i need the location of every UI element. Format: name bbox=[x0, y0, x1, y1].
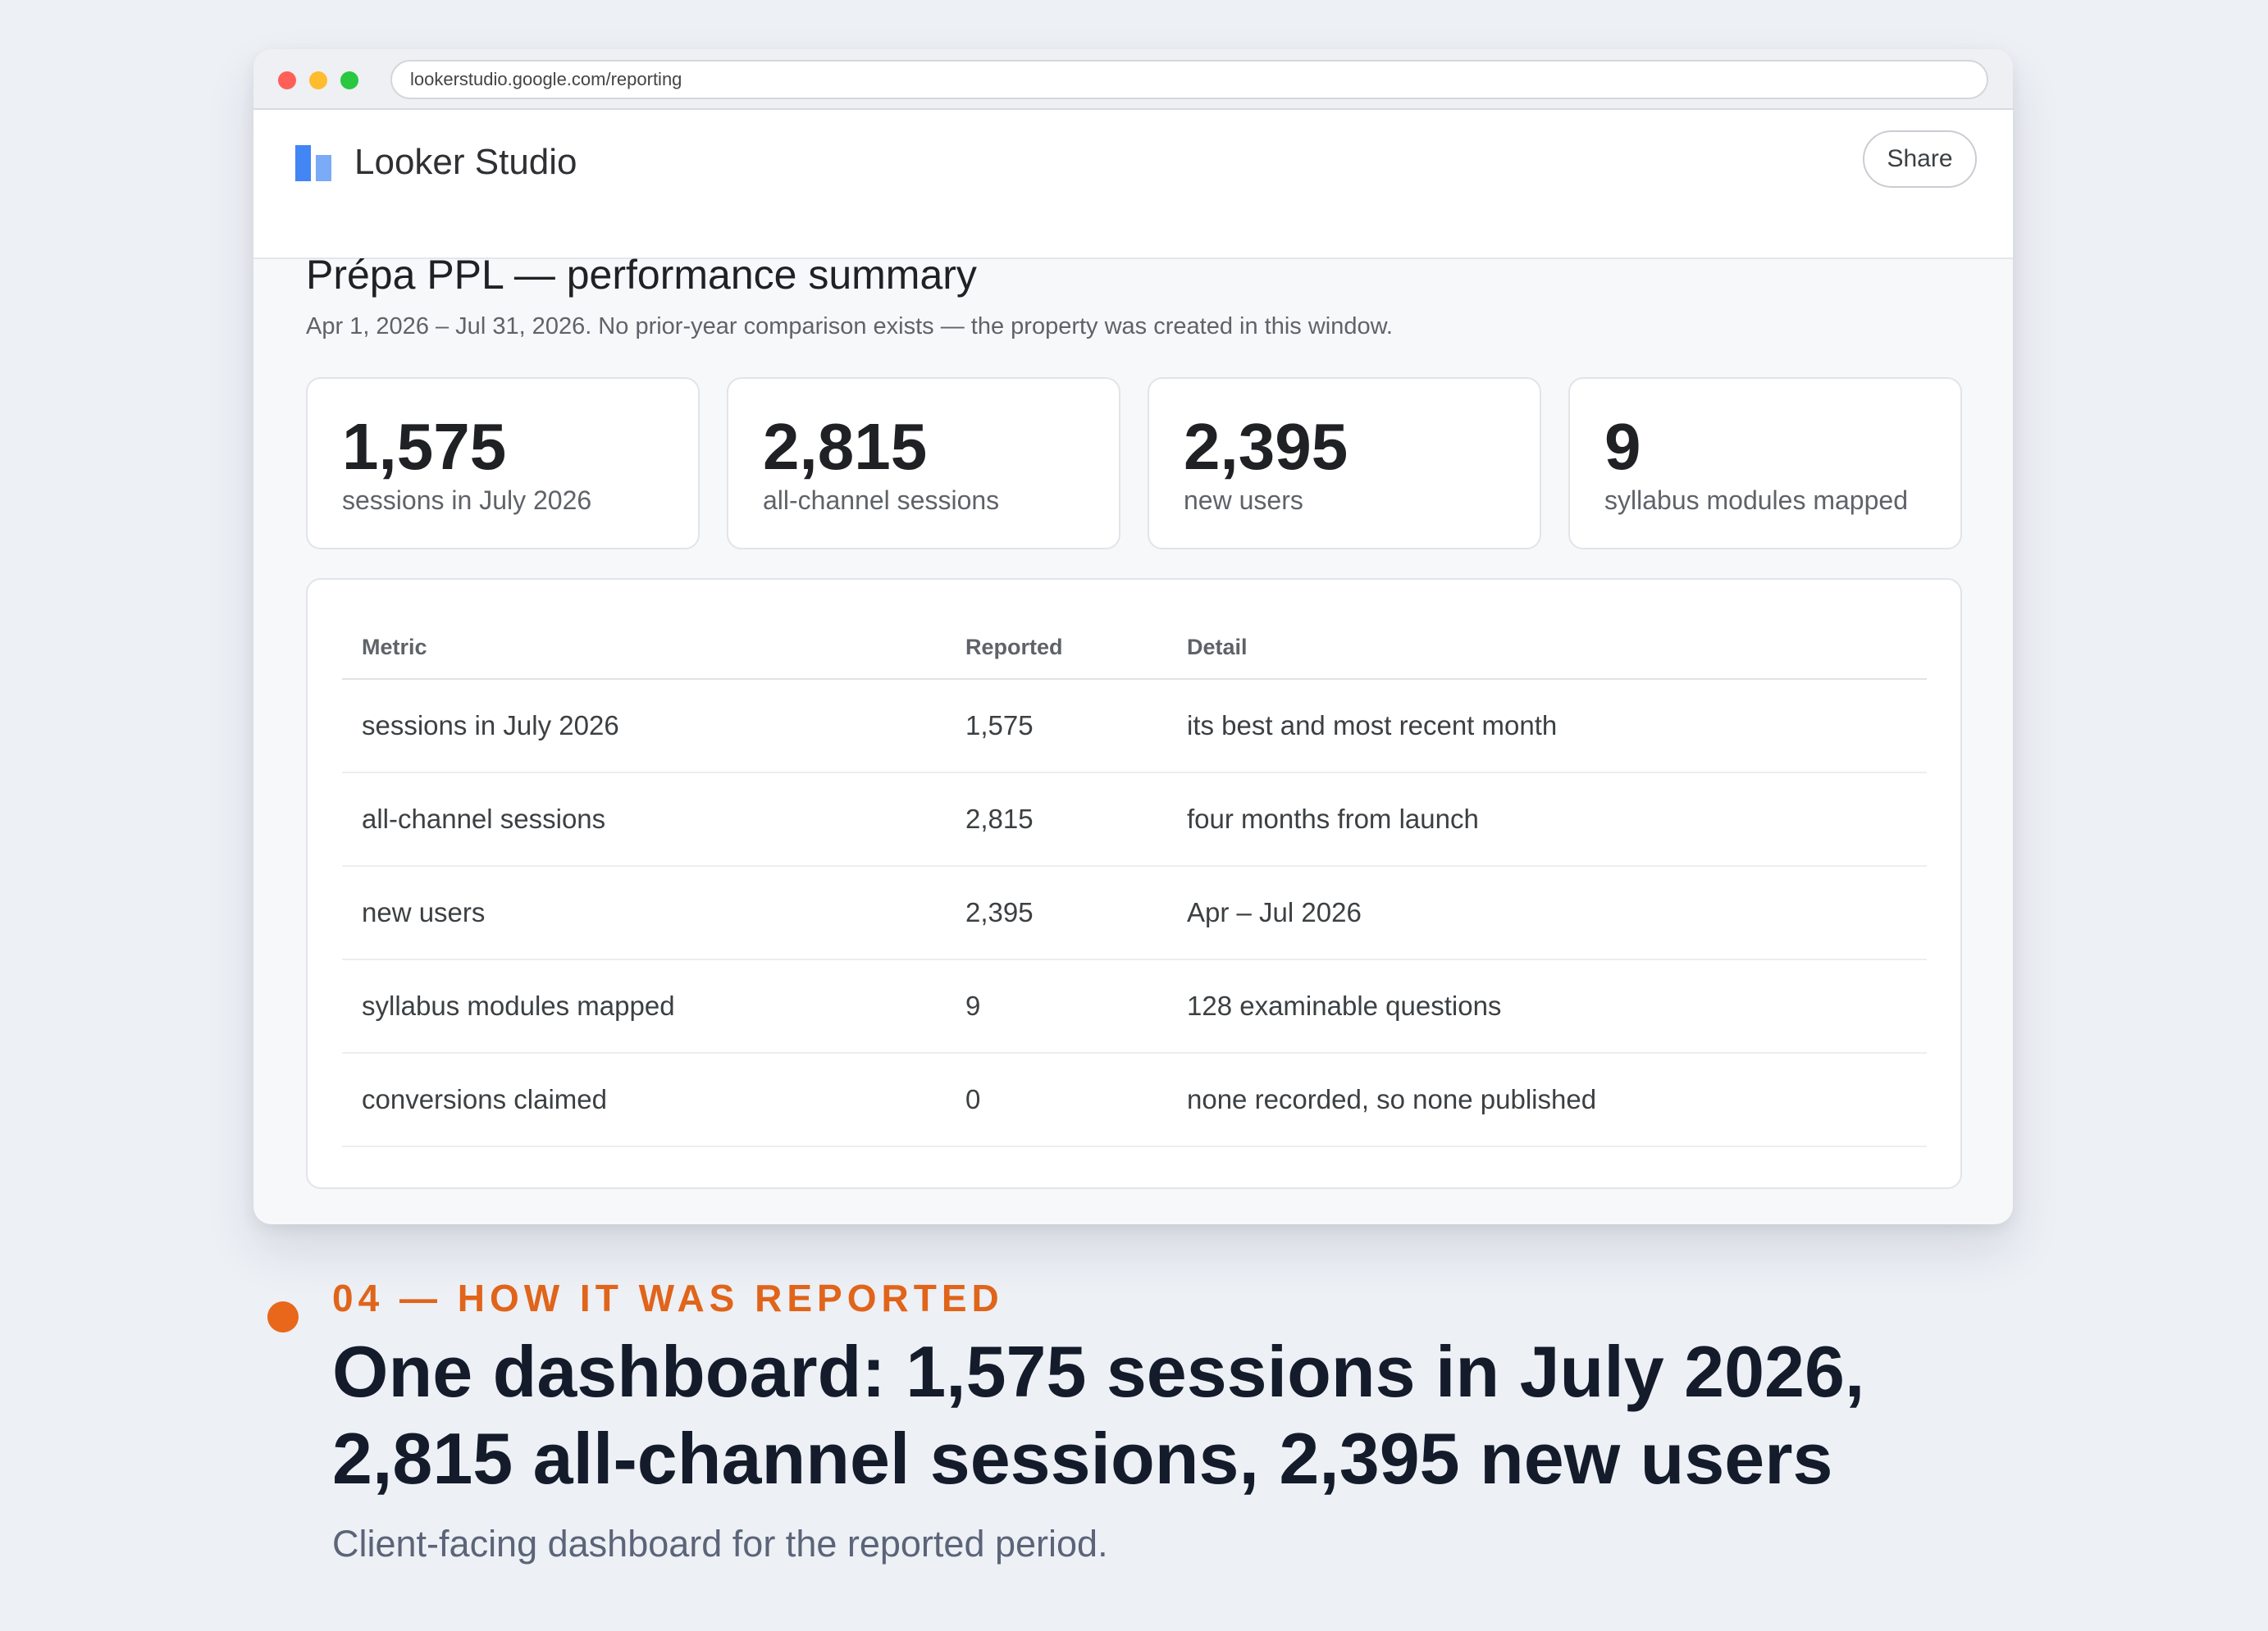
kpi-card-syllabus-modules: 9 syllabus modules mapped bbox=[1568, 377, 1962, 549]
column-header-detail[interactable]: Detail bbox=[1187, 635, 1248, 659]
app-header: Looker Studio Share bbox=[253, 110, 2013, 259]
slide-headline: One dashboard: 1,575 sessions in July 20… bbox=[332, 1331, 1865, 1499]
cell-detail: Apr – Jul 2026 bbox=[1187, 897, 1362, 927]
cell-reported: 2,815 bbox=[965, 804, 1034, 834]
cell-reported: 1,575 bbox=[965, 710, 1034, 740]
cell-metric: conversions claimed bbox=[362, 1084, 607, 1114]
table-row: syllabus modules mapped 9 128 examinable… bbox=[342, 960, 1927, 1054]
column-header-metric[interactable]: Metric bbox=[362, 635, 427, 659]
report-title: Prépa PPL — performance summary bbox=[306, 252, 977, 298]
cell-reported: 2,395 bbox=[965, 897, 1034, 927]
column-header-reported[interactable]: Reported bbox=[965, 635, 1063, 659]
maximize-window-button[interactable] bbox=[340, 71, 358, 89]
cell-reported: 0 bbox=[965, 1084, 981, 1114]
kpi-label: new users bbox=[1184, 485, 1303, 515]
close-window-button[interactable] bbox=[278, 71, 296, 89]
cell-reported: 9 bbox=[965, 991, 981, 1021]
share-button[interactable]: Share bbox=[1863, 130, 1977, 188]
cell-metric: syllabus modules mapped bbox=[362, 991, 675, 1021]
cell-metric: all-channel sessions bbox=[362, 804, 606, 834]
slide-caption: Client-facing dashboard for the reported… bbox=[332, 1523, 1108, 1565]
kpi-card-all-channel-sessions: 2,815 all-channel sessions bbox=[727, 377, 1120, 549]
table-header: Metric Reported Detail bbox=[342, 613, 1927, 680]
cell-metric: sessions in July 2026 bbox=[362, 710, 619, 740]
cell-detail: 128 examinable questions bbox=[1187, 991, 1502, 1021]
browser-window: lookerstudio.google.com/reporting Looker… bbox=[253, 49, 2013, 1224]
kpi-label: syllabus modules mapped bbox=[1604, 485, 1908, 515]
kpi-value: 2,395 bbox=[1184, 410, 1348, 483]
section-bullet-icon bbox=[267, 1301, 299, 1333]
cell-metric: new users bbox=[362, 897, 486, 927]
cell-detail: four months from launch bbox=[1187, 804, 1479, 834]
browser-chrome: lookerstudio.google.com/reporting bbox=[253, 49, 2013, 110]
metrics-table: Metric Reported Detail sessions in July … bbox=[306, 578, 1962, 1189]
kpi-label: sessions in July 2026 bbox=[342, 485, 592, 515]
table-row: all-channel sessions 2,815 four months f… bbox=[342, 773, 1927, 867]
cell-detail: none recorded, so none published bbox=[1187, 1084, 1597, 1114]
address-bar[interactable]: lookerstudio.google.com/reporting bbox=[390, 60, 1988, 99]
cell-detail: its best and most recent month bbox=[1187, 710, 1558, 740]
kpi-value: 2,815 bbox=[763, 410, 928, 483]
kpi-value: 1,575 bbox=[342, 410, 507, 483]
table-row: sessions in July 2026 1,575 its best and… bbox=[342, 680, 1927, 773]
kpi-value: 9 bbox=[1604, 410, 1641, 483]
kpi-card-new-users: 2,395 new users bbox=[1148, 377, 1541, 549]
table-row: new users 2,395 Apr – Jul 2026 bbox=[342, 867, 1927, 960]
kpi-card-sessions-july: 1,575 sessions in July 2026 bbox=[306, 377, 700, 549]
kpi-label: all-channel sessions bbox=[763, 485, 1000, 515]
report-subtitle: Apr 1, 2026 – Jul 31, 2026. No prior-yea… bbox=[306, 313, 1393, 339]
table-row: conversions claimed 0 none recorded, so … bbox=[342, 1054, 1927, 1147]
section-kicker: 04 — HOW IT WAS REPORTED bbox=[332, 1277, 1004, 1319]
app-name: Looker Studio bbox=[354, 142, 577, 182]
minimize-window-button[interactable] bbox=[309, 71, 327, 89]
looker-studio-logo-icon bbox=[295, 145, 333, 181]
